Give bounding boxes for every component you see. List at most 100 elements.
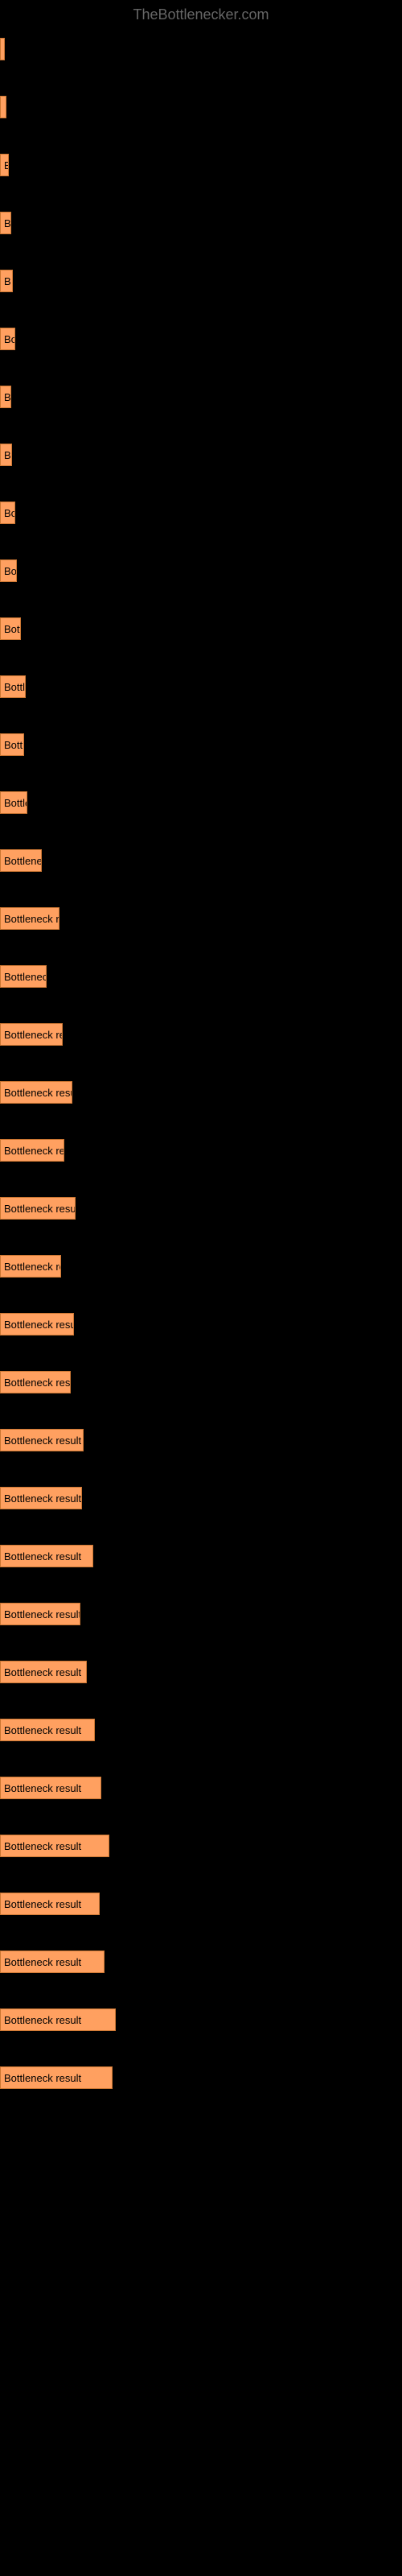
bar-row: Bottle <box>0 791 402 814</box>
bar-row <box>0 38 402 60</box>
bar-label: Bottleneck result <box>4 1840 81 1852</box>
bar-1 <box>0 96 6 118</box>
bar-label: Bottle <box>4 681 26 693</box>
bar-row: Bottleneck result <box>0 1951 402 1973</box>
bar-20: Bottleneck result <box>0 1197 76 1220</box>
bar-row: Bo <box>0 559 402 582</box>
bar-label: B <box>4 217 11 229</box>
bar-28: Bottleneck result <box>0 1661 87 1683</box>
bar-12: Bottl <box>0 733 24 756</box>
bar-label: Bottleneck result <box>4 1492 81 1505</box>
bar-row: Bottleneck <box>0 965 402 988</box>
bar-label: Bottleneck result <box>4 1956 81 1968</box>
bar-row: Bottleneck result <box>0 1371 402 1393</box>
bar-row: Bo <box>0 502 402 524</box>
bar-33: Bottleneck result <box>0 1951 105 1973</box>
bar-label: Bottleneck result <box>4 2072 81 2084</box>
bar-row: Bottleneck result <box>0 1545 402 1567</box>
bar-row: Bottleneck result <box>0 1081 402 1104</box>
bar-label: Bottleneck result <box>4 1377 71 1389</box>
bar-34: Bottleneck result <box>0 2008 116 2031</box>
bar-16: Bottleneck <box>0 965 47 988</box>
bar-29: Bottleneck result <box>0 1719 95 1741</box>
bar-row: Bott <box>0 617 402 640</box>
bar-row: Bottleneck result <box>0 1661 402 1683</box>
bar-label: Bottleneck result <box>4 1782 81 1794</box>
bar-label: Bottleneck result <box>4 1550 81 1563</box>
bar-label: Bottleneck result <box>4 1666 81 1678</box>
bar-row: B <box>0 444 402 466</box>
bar-label: Bottleneck resu <box>4 1029 63 1041</box>
bar-7: B <box>0 444 12 466</box>
bar-19: Bottleneck resu <box>0 1139 64 1162</box>
bar-row: Bottle <box>0 675 402 698</box>
bar-4: B <box>0 270 13 292</box>
bar-row: Bottleneck res <box>0 907 402 930</box>
bar-label: Bottleneck result <box>4 2014 81 2026</box>
bar-label: Bottleneck res <box>4 1261 61 1273</box>
bar-30: Bottleneck result <box>0 1777 101 1799</box>
bar-row: Bottleneck result <box>0 1197 402 1220</box>
bar-row: Bottleneck res <box>0 1255 402 1278</box>
bar-row: Bottleneck result <box>0 1603 402 1625</box>
bar-11: Bottle <box>0 675 26 698</box>
bar-row: Bottlenec <box>0 849 402 872</box>
bar-row: B <box>0 154 402 176</box>
bar-row <box>0 96 402 118</box>
bar-label: Bottleneck <box>4 971 47 983</box>
bar-row: B <box>0 212 402 234</box>
bar-25: Bottleneck result <box>0 1487 82 1509</box>
bar-row: B <box>0 270 402 292</box>
bar-label: Bottlenec <box>4 855 42 867</box>
bar-5: Bo <box>0 328 15 350</box>
bar-23: Bottleneck result <box>0 1371 71 1393</box>
bar-label: Bottleneck resu <box>4 1145 64 1157</box>
bar-row: Bottleneck result <box>0 1893 402 1915</box>
bar-row: Bottleneck result <box>0 1777 402 1799</box>
bar-18: Bottleneck result <box>0 1081 72 1104</box>
bar-8: Bo <box>0 502 15 524</box>
bar-label: Bottleneck result <box>4 1435 81 1447</box>
bar-15: Bottleneck res <box>0 907 59 930</box>
bar-row: Bottleneck result <box>0 1487 402 1509</box>
bar-14: Bottlenec <box>0 849 42 872</box>
bar-6: B <box>0 386 11 408</box>
bar-label: Bo <box>4 507 15 519</box>
bar-label: Bottleneck res <box>4 913 59 925</box>
bar-31: Bottleneck result <box>0 1835 109 1857</box>
bar-32: Bottleneck result <box>0 1893 100 1915</box>
bar-label: Bo <box>4 333 15 345</box>
bar-row: Bottleneck result <box>0 1835 402 1857</box>
bar-2: B <box>0 154 9 176</box>
bar-label: Bottleneck result <box>4 1898 81 1910</box>
bar-label: Bott <box>4 623 21 635</box>
bar-24: Bottleneck result <box>0 1429 84 1451</box>
bar-22: Bottleneck result <box>0 1313 74 1335</box>
bar-label: Bottleneck result <box>4 1203 76 1215</box>
bar-label: Bo <box>4 565 17 577</box>
bar-27: Bottleneck result <box>0 1603 80 1625</box>
bar-row: Bottleneck result <box>0 1429 402 1451</box>
bar-label: B <box>4 391 11 403</box>
bar-label: Bottleneck result <box>4 1087 72 1099</box>
bar-label: B <box>4 449 11 461</box>
bar-row: Bottleneck result <box>0 2008 402 2031</box>
bar-row: B <box>0 386 402 408</box>
bar-row: Bo <box>0 328 402 350</box>
bar-17: Bottleneck resu <box>0 1023 63 1046</box>
bar-label: Bottleneck result <box>4 1319 74 1331</box>
bar-26: Bottleneck result <box>0 1545 93 1567</box>
bar-chart: B B B Bo B B Bo Bo Bott Bottle Bottl Bot… <box>0 30 402 2132</box>
bar-label: Bottleneck result <box>4 1724 81 1736</box>
bar-row: Bottleneck resu <box>0 1139 402 1162</box>
bar-35: Bottleneck result <box>0 2066 113 2089</box>
bar-13: Bottle <box>0 791 27 814</box>
bar-row: Bottleneck result <box>0 1313 402 1335</box>
bar-label: B <box>4 159 9 171</box>
bar-3: B <box>0 212 11 234</box>
bar-label: Bottle <box>4 797 27 809</box>
bar-row: Bottleneck result <box>0 2066 402 2089</box>
bar-row: Bottleneck result <box>0 1719 402 1741</box>
bar-row: Bottleneck resu <box>0 1023 402 1046</box>
bar-row: Bottl <box>0 733 402 756</box>
